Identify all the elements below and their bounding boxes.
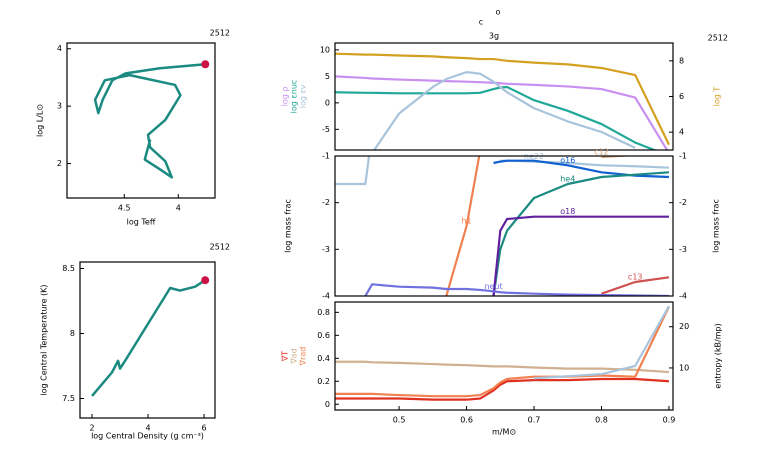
y-tick-label: 3 xyxy=(57,102,62,111)
series-label: he4 xyxy=(560,175,575,184)
data-line xyxy=(364,283,669,296)
panel-frame xyxy=(334,42,674,151)
x-axis-label: log Central Density (g cm⁻³) xyxy=(91,432,204,441)
y-tick-label: 0.2 xyxy=(317,377,330,386)
panel-frame xyxy=(66,42,216,199)
series-label: h1 xyxy=(461,217,471,226)
y2-tick-label: 8 xyxy=(679,56,684,65)
y-axis-label: log Central Temperature (K) xyxy=(40,284,49,395)
y-tick-label: 0.8 xyxy=(317,308,330,317)
panel-frame xyxy=(334,301,674,411)
series-label: ∇rad xyxy=(299,347,308,367)
x-tick-label: 4 xyxy=(146,424,151,433)
data-line xyxy=(335,377,670,401)
y-tick-label: 8.5 xyxy=(62,264,75,273)
y-tick-label: 0.6 xyxy=(317,331,330,340)
end-marker xyxy=(201,60,210,69)
y-tick-label: 0 xyxy=(325,400,330,409)
data-line xyxy=(492,215,669,296)
y-tick-label: -5 xyxy=(322,125,330,134)
y-tick-label: 0 xyxy=(325,98,330,107)
series-label: log T xyxy=(713,87,722,107)
data-line xyxy=(601,276,670,295)
series-label: ∇ad xyxy=(290,348,299,364)
x-tick-label: 4 xyxy=(176,204,181,213)
x-tick-label: 0.5 xyxy=(393,416,406,425)
y-tick-label: -3 xyxy=(322,245,330,254)
data-line xyxy=(335,85,658,150)
x-axis-label: m/M⊙ xyxy=(492,428,516,437)
y2-tick-label: -2 xyxy=(679,198,687,207)
x-tick-label: 0.7 xyxy=(528,416,541,425)
panel-frame xyxy=(79,261,216,419)
y-tick-label: -4 xyxy=(322,292,330,301)
series-label: log εnuc xyxy=(290,80,299,114)
series-label: ∇T xyxy=(281,351,290,362)
x-axis-label: log Teff xyxy=(127,218,156,227)
panel-title: 3g xyxy=(489,32,499,41)
y-tick-label: 8 xyxy=(70,329,75,338)
x-tick-label: 0.8 xyxy=(595,416,608,425)
series-label: o16 xyxy=(560,156,575,165)
panel-subtitle: 2512 xyxy=(708,34,728,43)
series-label: ne22 xyxy=(524,152,544,161)
series-label: c12 xyxy=(594,147,609,156)
series-label: neut xyxy=(484,282,502,291)
series-label: c13 xyxy=(628,273,643,282)
y2-axis-label: entropy (kB/mp) xyxy=(714,323,723,388)
data-line xyxy=(93,62,206,179)
y2-tick-label: 4 xyxy=(679,128,684,137)
end-marker xyxy=(201,276,210,285)
x-tick-label: 2 xyxy=(89,424,94,433)
data-line xyxy=(335,52,670,146)
x-tick-label: 6 xyxy=(202,424,207,433)
y-tick-label: 4 xyxy=(57,44,62,53)
panel-frame xyxy=(334,155,674,297)
y2-tick-label: 10 xyxy=(679,363,689,372)
y2-tick-label: -1 xyxy=(679,152,687,161)
x-tick-label: 0.6 xyxy=(460,416,473,425)
panel-title: 2512 xyxy=(210,243,230,252)
y-axis-label: log mass frac xyxy=(284,199,293,253)
series-label: log εν xyxy=(299,84,308,108)
y-tick-label: 5 xyxy=(325,72,330,81)
series-label: o18 xyxy=(560,207,575,216)
y-tick-label: 2 xyxy=(57,159,62,168)
y2-tick-label: -3 xyxy=(679,245,687,254)
x-tick-label: 4.5 xyxy=(118,204,131,213)
data-line xyxy=(91,279,206,397)
y2-axis-label: log mass frac xyxy=(712,199,721,253)
x-tick-label: 0.9 xyxy=(663,416,676,425)
y-tick-label: 10 xyxy=(320,45,330,54)
y-axis-label: log L/L⊙ xyxy=(36,104,45,137)
data-line xyxy=(533,305,670,380)
data-line xyxy=(492,171,670,296)
data-line xyxy=(335,306,670,398)
y-tick-label: -1 xyxy=(322,152,330,161)
series-label: log ρ xyxy=(281,87,290,107)
data-line xyxy=(372,71,636,150)
y2-tick-label: -4 xyxy=(679,292,687,301)
annotation: c xyxy=(479,18,483,27)
y2-tick-label: 20 xyxy=(679,322,689,331)
y-tick-label: -2 xyxy=(322,198,330,207)
data-line xyxy=(445,156,481,296)
data-line xyxy=(335,75,669,150)
y-tick-label: 7.5 xyxy=(62,394,75,403)
data-line xyxy=(335,360,670,374)
y2-tick-label: 6 xyxy=(679,92,684,101)
panel-title: 2512 xyxy=(210,29,230,38)
annotation: o xyxy=(496,8,501,17)
y-tick-label: 0.4 xyxy=(317,354,330,363)
